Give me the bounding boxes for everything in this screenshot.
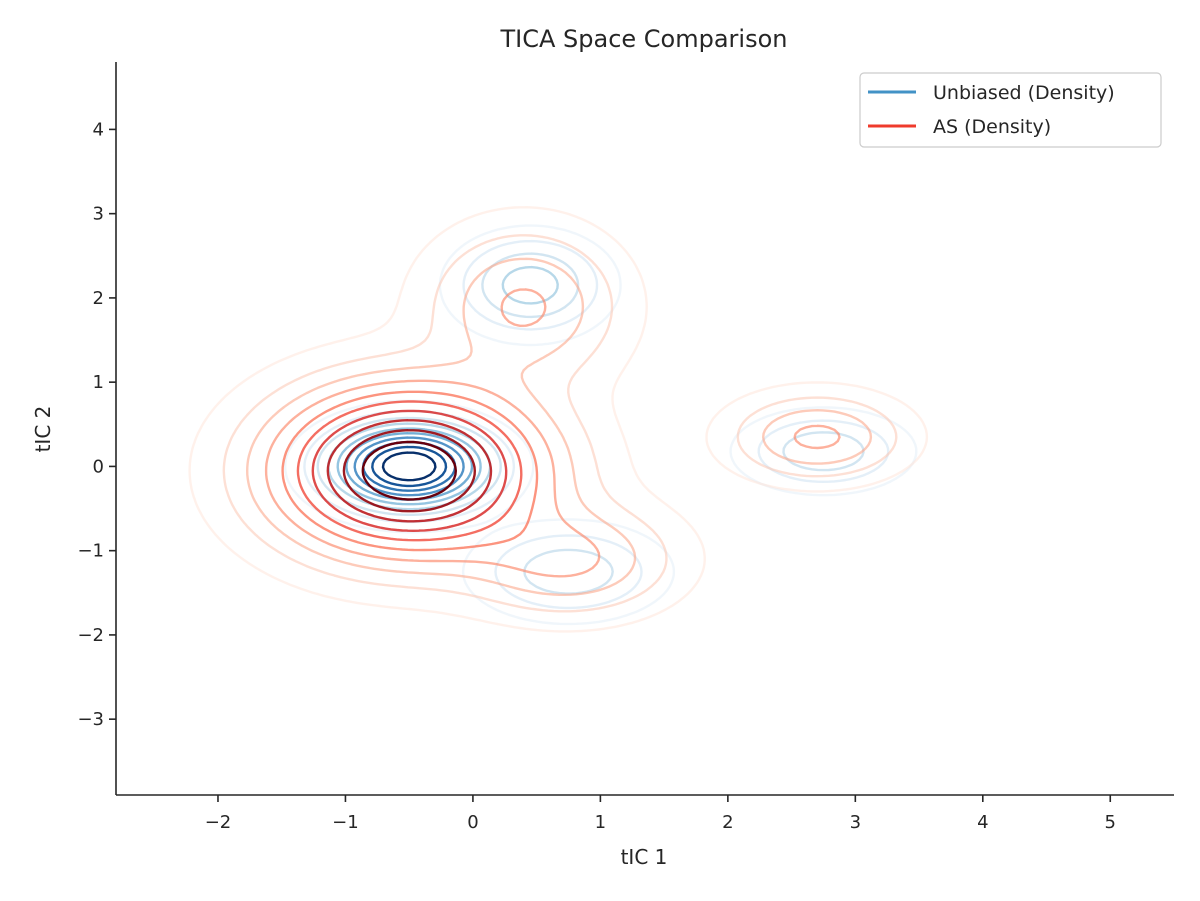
- chart-title: TICA Space Comparison: [499, 25, 787, 53]
- x-tick-label: 0: [467, 812, 478, 833]
- legend-frame: [859, 72, 1162, 148]
- contour-level-unbiased: [371, 445, 448, 488]
- legend-label-unbiased: Unbiased (Density): [933, 82, 1115, 104]
- contour-layer: [188, 206, 929, 633]
- x-tick-label: 5: [1105, 812, 1116, 833]
- axes: [115, 62, 1174, 796]
- x-tick-label: −1: [332, 812, 359, 833]
- contour-level-unbiased: [303, 239, 890, 610]
- y-tick-label: −3: [77, 709, 104, 730]
- x-axis-label: tIC 1: [621, 845, 668, 869]
- contour-level-as: [296, 400, 523, 542]
- y-ticks: −3 −2 −1 0 1 2 3 4: [77, 119, 116, 730]
- contour-level-as: [264, 288, 841, 578]
- y-tick-label: 4: [93, 119, 104, 140]
- contour-level-as: [222, 234, 898, 613]
- legend-label-as: AS (Density): [933, 116, 1051, 138]
- x-tick-label: 2: [722, 812, 733, 833]
- contour-level-as: [326, 419, 493, 523]
- y-tick-label: −1: [77, 541, 104, 562]
- y-tick-label: 0: [93, 456, 104, 477]
- contour-level-as: [281, 390, 539, 552]
- contour-level-as: [246, 257, 873, 596]
- contour-level-as: [361, 440, 457, 501]
- y-tick-label: 3: [93, 204, 104, 225]
- contour-level-as: [311, 409, 508, 532]
- y-tick-label: 2: [93, 288, 104, 309]
- contour-level-unbiased: [336, 427, 482, 506]
- x-tick-label: 1: [595, 812, 606, 833]
- x-tick-label: 4: [977, 812, 988, 833]
- contour-level-unbiased: [316, 252, 865, 595]
- x-tick-label: 3: [850, 812, 861, 833]
- x-ticks: −2 −1 0 1 2 3 4 5: [205, 795, 1116, 833]
- y-axis-label: tIC 2: [31, 406, 55, 453]
- contour-level-as: [342, 429, 476, 513]
- legend: Unbiased (Density) AS (Density): [859, 72, 1162, 148]
- x-tick-label: −2: [205, 812, 232, 833]
- y-tick-label: 1: [93, 372, 104, 393]
- y-tick-label: −2: [77, 625, 104, 646]
- contour-level-as: [188, 206, 929, 633]
- contour-level-unbiased: [381, 451, 437, 482]
